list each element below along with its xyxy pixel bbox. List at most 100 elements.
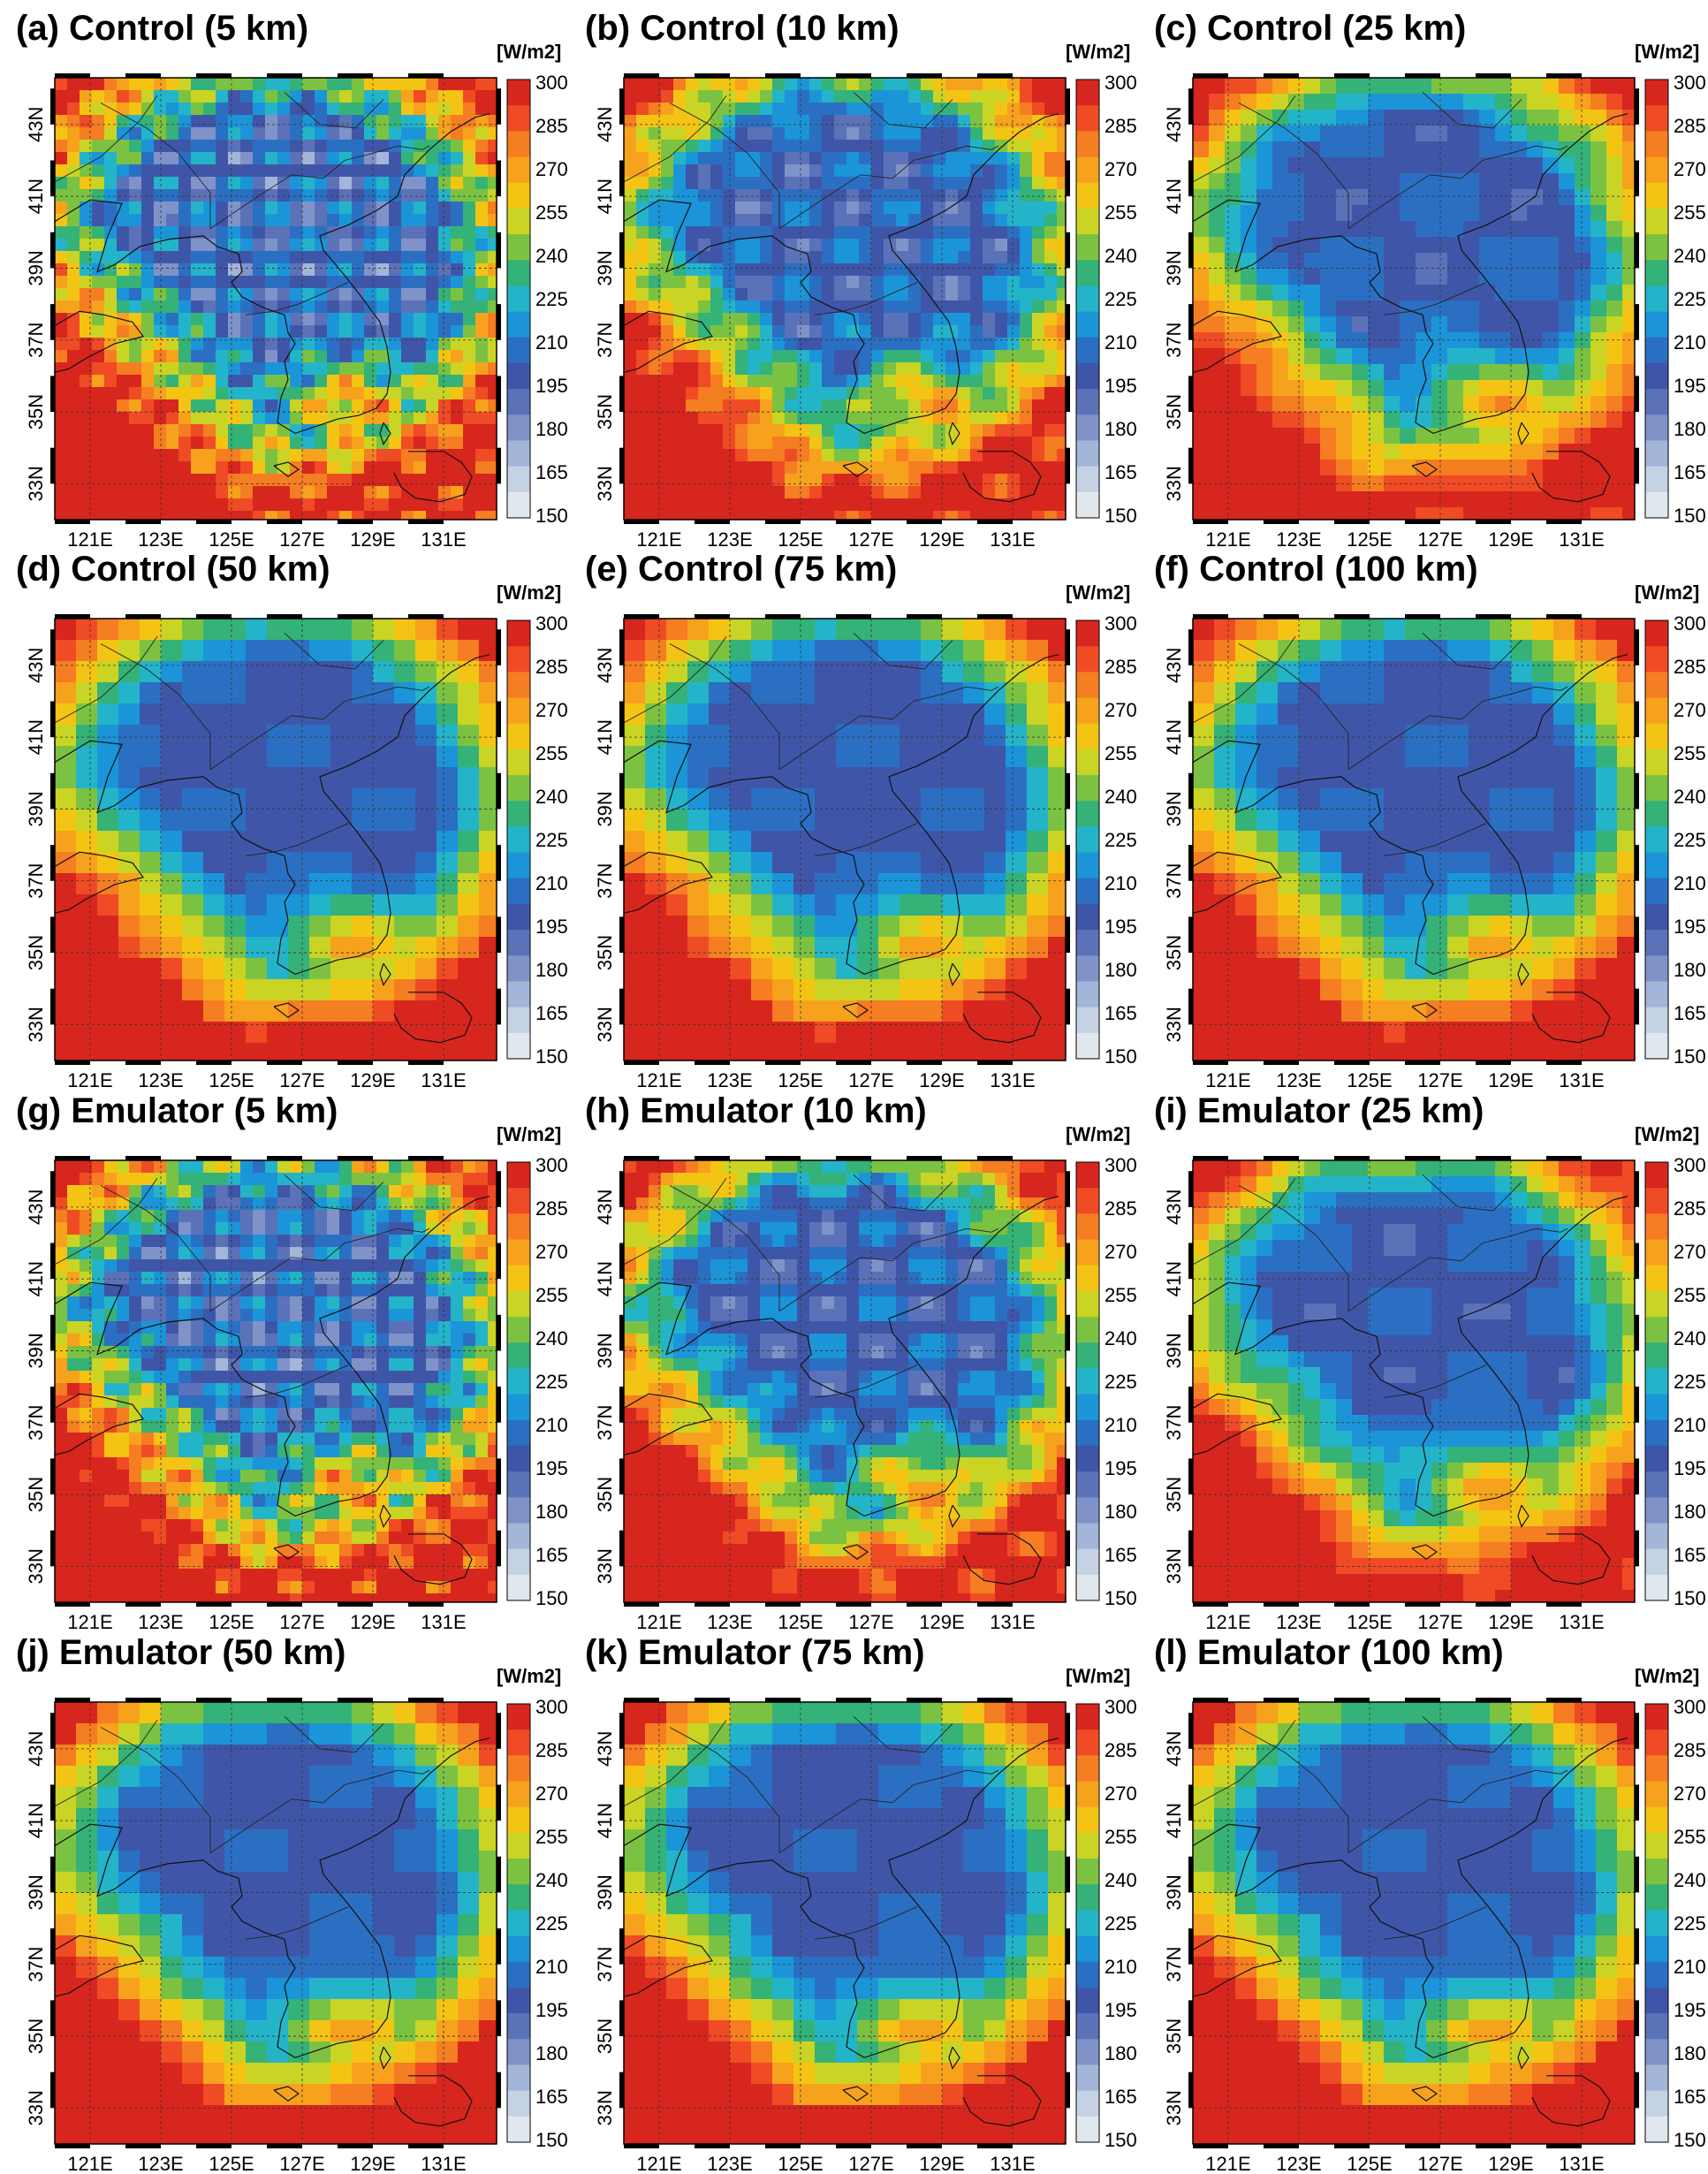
colorbar: 300 285 270 255 240 225 210 195 180 165 150 <box>1075 72 1137 527</box>
lat-tick-label: 43N <box>594 1190 616 1225</box>
colorbar-tick-label: 300 <box>1105 1696 1137 1718</box>
lat-tick-label: 41N <box>594 179 616 214</box>
colorbar-tick-label: 165 <box>1105 1544 1137 1566</box>
coastlines <box>1193 1196 1628 1585</box>
colorbar-unit-label: [W/m2] <box>497 41 562 63</box>
colorbar-tick-label: 210 <box>1105 1414 1137 1436</box>
borders <box>55 632 430 856</box>
lat-tick-label: 39N <box>25 250 47 285</box>
colorbar-tick-label: 285 <box>1674 115 1706 137</box>
lat-tick-label: 35N <box>1163 2018 1185 2054</box>
lon-tick-label: 121E <box>67 2153 112 2170</box>
colorbar-unit-label: [W/m2] <box>1066 41 1131 63</box>
borders <box>624 91 999 315</box>
colorbar-tick-label: 270 <box>1674 1241 1706 1263</box>
map-panel: (l) Emulator (100 km) [W/m2] 121E 123E 125E 1… <box>1150 1631 1708 2170</box>
lat-tick-label: 39N <box>594 1874 616 1910</box>
colorbar-tick-label: 150 <box>1105 2129 1137 2151</box>
lon-tick-label: 129E <box>350 1611 395 1629</box>
map-panel: (k) Emulator (75 km) [W/m2] 121E 123E 125E 12… <box>581 1631 1147 2170</box>
coastlines <box>1193 113 1628 503</box>
colorbar-tick-label: 150 <box>1674 505 1706 527</box>
colorbar-tick-label: 180 <box>1105 2042 1137 2064</box>
map-panel: (g) Emulator (5 km) [W/m2] 121E 123E 125E 127… <box>12 1090 578 1629</box>
colorbar-tick-label: 165 <box>1105 461 1137 483</box>
radiation-map: 121E 123E 125E 127E 129E 131E 43N 41N 39N 37N 35N 3… <box>25 612 568 1087</box>
colorbar-tick-label: 255 <box>1674 1826 1706 1848</box>
colorbar-tick-label: 150 <box>535 1045 568 1068</box>
radiation-map: 121E 123E 125E 127E 129E 131E 43N 41N 39N 37N 35N 3… <box>1163 72 1706 546</box>
borders <box>55 1174 430 1398</box>
colorbar-tick-label: 195 <box>535 1999 568 2021</box>
lon-tick-label: 123E <box>1276 1611 1321 1629</box>
colorbar-tick-label: 150 <box>1674 2129 1706 2151</box>
lat-tick-label: 39N <box>594 791 616 826</box>
lat-tick-label: 43N <box>1163 1731 1185 1767</box>
gridlines <box>624 78 1066 520</box>
map-panel: (c) Control (25 km) [W/m2] 121E 123E 125E 127… <box>1150 7 1708 546</box>
colorbar-tick-label: 300 <box>1674 1154 1706 1176</box>
colorbar-tick-label: 165 <box>1674 461 1706 483</box>
colorbar-unit-label: [W/m2] <box>1066 582 1131 604</box>
colorbar: 300 285 270 255 240 225 210 195 180 165 150 <box>1075 1154 1137 1609</box>
radiation-map: 121E 123E 125E 127E 129E 131E 43N 41N 39N 37N 35N 3… <box>594 612 1137 1087</box>
coastlines <box>55 654 490 1044</box>
lat-tick-label: 37N <box>1163 1947 1185 1982</box>
lon-tick-label: 129E <box>919 2153 964 2170</box>
colorbar-tick-label: 150 <box>1105 1587 1137 1609</box>
radiation-map: 121E 123E 125E 127E 129E 131E 43N 41N 39N 37N 35N 3… <box>594 1696 1137 2170</box>
coastlines <box>55 1737 490 2127</box>
map-panel: (i) Emulator (25 km) [W/m2] 121E 123E 125E 12… <box>1150 1090 1708 1629</box>
lat-tick-label: 35N <box>25 935 47 970</box>
lon-tick-label: 125E <box>209 2153 254 2170</box>
colorbar-tick-label: 195 <box>1674 1457 1706 1479</box>
lat-tick-label: 41N <box>25 179 47 214</box>
lat-tick-label: 33N <box>25 2090 47 2125</box>
lon-tick-label: 131E <box>990 528 1035 546</box>
colorbar-tick-label: 150 <box>1674 1587 1706 1609</box>
colorbar-tick-label: 255 <box>1105 201 1137 224</box>
colorbar-tick-label: 150 <box>535 1587 568 1609</box>
lat-tick-label: 41N <box>594 719 616 755</box>
colorbar-tick-label: 195 <box>535 1457 568 1479</box>
lon-tick-label: 131E <box>421 1611 466 1629</box>
lat-tick-label: 43N <box>25 1190 47 1225</box>
colorbar-tick-label: 195 <box>535 375 568 397</box>
colorbar-tick-label: 225 <box>535 829 568 851</box>
lat-tick-label: 35N <box>1163 394 1185 429</box>
colorbar-tick-label: 285 <box>1105 656 1137 678</box>
lat-tick-label: 33N <box>594 466 616 501</box>
colorbar-tick-label: 165 <box>1105 2086 1137 2108</box>
lon-tick-label: 123E <box>1276 1069 1321 1087</box>
lon-tick-label: 127E <box>279 528 324 546</box>
lon-tick-label: 131E <box>421 2153 466 2170</box>
radiation-map: 121E 123E 125E 127E 129E 131E 43N 41N 39N 37N 35N 3… <box>25 1696 568 2170</box>
lon-tick-label: 127E <box>1417 1069 1462 1087</box>
colorbar-tick-label: 255 <box>535 201 568 224</box>
colorbar-tick-label: 150 <box>535 2129 568 2151</box>
lat-tick-label: 33N <box>1163 2090 1185 2125</box>
lon-tick-label: 129E <box>1488 528 1533 546</box>
colorbar-tick-label: 255 <box>1105 1826 1137 1848</box>
lon-tick-label: 129E <box>1488 1611 1533 1629</box>
radiation-map: 121E 123E 125E 127E 129E 131E 43N 41N 39N 37N 35N 3… <box>1163 1696 1706 2170</box>
colorbar-tick-label: 195 <box>1105 1457 1137 1479</box>
lat-tick-label: 33N <box>1163 1548 1185 1584</box>
colorbar-tick-label: 285 <box>1105 1739 1137 1761</box>
gridlines <box>624 1702 1066 2144</box>
colorbar-tick-label: 210 <box>1674 331 1706 353</box>
colorbar-tick-label: 150 <box>1105 505 1137 527</box>
lon-tick-label: 129E <box>1488 2153 1533 2170</box>
coastlines <box>624 1737 1059 2127</box>
colorbar: 300 285 270 255 240 225 210 195 180 165 150 <box>1644 1154 1706 1609</box>
radiation-field <box>55 619 497 1060</box>
colorbar-tick-label: 180 <box>535 418 568 440</box>
lat-tick-label: 35N <box>1163 935 1185 970</box>
map-panel: (a) Control (5 km) [W/m2] 121E 123E 125E 127E… <box>12 7 578 546</box>
map-panel: (e) Control (75 km) [W/m2] 121E 123E 125E 127… <box>581 548 1147 1087</box>
colorbar-tick-label: 255 <box>535 742 568 764</box>
map-panel: (j) Emulator (50 km) [W/m2] 121E 123E 125E 12… <box>12 1631 578 2170</box>
colorbar-tick-label: 165 <box>1674 1544 1706 1566</box>
radiation-field <box>1193 1702 1635 2144</box>
colorbar-tick-label: 195 <box>1674 1999 1706 2021</box>
